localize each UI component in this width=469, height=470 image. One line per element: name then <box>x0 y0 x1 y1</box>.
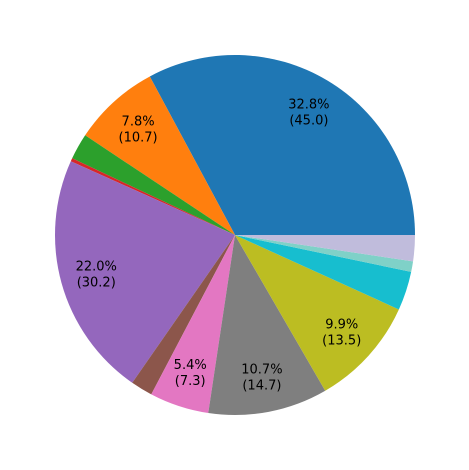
slice-label-7: 10.7% (14.7) <box>241 362 282 393</box>
pie-slice-10 <box>235 235 414 272</box>
pie-slices <box>55 55 415 415</box>
pie-labels: 32.8% (45.0) 7.8% (10.7) 22.0% (30.2) 5.4% (7.3… <box>76 97 362 393</box>
slice-label-8: 9.9% (13.5) <box>322 318 361 349</box>
pie-slice-7 <box>208 235 326 415</box>
slice-value-0: (45.0) <box>289 113 328 128</box>
slice-label-0: 32.8% (45.0) <box>288 97 329 128</box>
pie-slice-8 <box>235 235 399 391</box>
pie-slice-6 <box>151 235 235 413</box>
slice-value-8: (13.5) <box>322 334 361 349</box>
slice-percent-0: 32.8% <box>288 97 329 112</box>
slice-value-7: (14.7) <box>242 378 281 393</box>
slice-label-1: 7.8% (10.7) <box>119 115 158 146</box>
slice-value-1: (10.7) <box>119 131 158 146</box>
pie-slice-2 <box>72 135 235 235</box>
slice-percent-7: 10.7% <box>241 362 282 377</box>
slice-percent-8: 9.9% <box>325 318 358 333</box>
slice-label-4: 22.0% (30.2) <box>76 259 117 290</box>
slice-percent-1: 7.8% <box>122 115 155 130</box>
slice-value-6: (7.3) <box>175 374 206 389</box>
pie-slice-3 <box>70 158 235 235</box>
pie-slice-0 <box>149 55 415 235</box>
pie-slice-4 <box>55 161 236 383</box>
pie-slice-9 <box>235 235 412 310</box>
slice-label-6: 5.4% (7.3) <box>174 358 207 389</box>
pie-slice-1 <box>85 76 235 235</box>
slice-value-4: (30.2) <box>77 275 116 290</box>
slice-percent-6: 5.4% <box>174 358 207 373</box>
slice-percent-4: 22.0% <box>76 259 117 274</box>
pie-slice-5 <box>132 235 235 395</box>
pie-slice-11 <box>235 235 415 262</box>
